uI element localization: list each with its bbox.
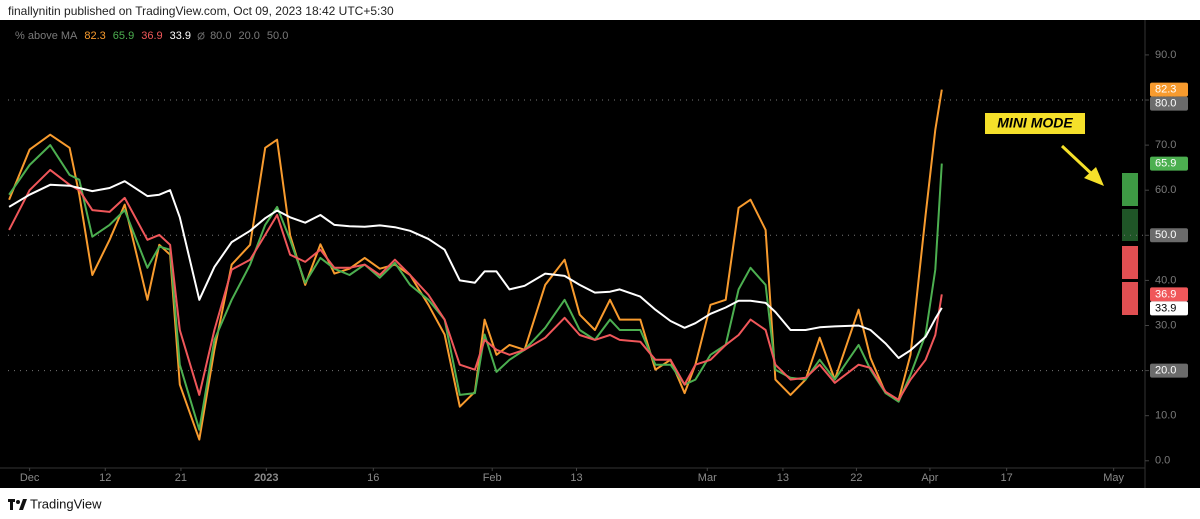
y-tick-label: 90.0 [1155, 49, 1176, 61]
value-badge [1150, 228, 1188, 243]
value-badge-label: 50.0 [1155, 229, 1176, 241]
annotation-box [985, 113, 1085, 134]
mini-bars [1122, 173, 1138, 315]
y-tick-label: 60.0 [1155, 184, 1176, 196]
x-tick-label: 21 [175, 472, 187, 484]
legend-icon [197, 31, 205, 41]
value-badge-label: 20.0 [1155, 364, 1176, 376]
legend-level: 80.0 [210, 30, 231, 42]
x-tick-label: 2023 [254, 472, 278, 484]
x-tick-label: 22 [850, 472, 862, 484]
y-tick-label: 40.0 [1155, 274, 1176, 286]
x-tick-label: 13 [777, 472, 789, 484]
legend-icon [197, 32, 205, 40]
x-tick-label: Feb [483, 472, 502, 484]
legend-level: 50.0 [267, 30, 288, 42]
x-tick-label: 13 [570, 472, 582, 484]
x-tick-label: Mar [698, 472, 717, 484]
value-badge [1150, 301, 1188, 316]
value-badge-label: 80.0 [1155, 98, 1176, 110]
x-tick-label: May [1103, 472, 1124, 484]
x-tick-label: Apr [921, 472, 938, 484]
mini-bar [1122, 246, 1138, 279]
y-tick-label: 10.0 [1155, 410, 1176, 422]
legend-level: 20.0 [238, 30, 259, 42]
mini-bar [1122, 209, 1138, 241]
value-badge-label: 65.9 [1155, 158, 1176, 170]
annotation: MINI MODE [997, 115, 1073, 131]
series-line [8, 89, 943, 441]
legend-title: % above MA [15, 30, 78, 42]
chart-area [0, 20, 1200, 488]
logo-part [16, 500, 20, 504]
value-badge-label: 33.9 [1155, 302, 1176, 314]
header: finallynitin published on TradingView.co… [8, 4, 394, 18]
y-tick-label: 0.0 [1155, 455, 1170, 467]
legend-value: 82.3 [84, 30, 105, 42]
footer-logo [8, 499, 27, 510]
x-tick-label: 17 [1001, 472, 1013, 484]
arrow [1060, 144, 1104, 186]
legend-value: 65.9 [113, 30, 134, 42]
mini-bar [1122, 173, 1138, 206]
value-badge-label: 82.3 [1155, 84, 1176, 96]
value-badge [1150, 156, 1188, 171]
value-badge [1150, 96, 1188, 111]
y-tick-label: 30.0 [1155, 319, 1176, 331]
x-tick-label: 16 [367, 472, 379, 484]
value-badge [1150, 82, 1188, 97]
y-tick-label: 70.0 [1155, 139, 1176, 151]
legend-value: 33.9 [170, 30, 191, 42]
x-tick-label: Dec [20, 472, 40, 484]
value-badge [1150, 287, 1188, 302]
value-badge-label: 36.9 [1155, 288, 1176, 300]
legend-value: 36.9 [141, 30, 162, 42]
series-line [8, 180, 943, 359]
logo-part [10, 499, 13, 510]
footer: TradingView [30, 496, 102, 511]
x-tick-label: 12 [99, 472, 111, 484]
value-badge [1150, 363, 1188, 378]
series-line [8, 168, 943, 401]
arrow-line [1060, 144, 1096, 178]
arrow-head [1084, 167, 1104, 186]
mini-bar [1122, 282, 1138, 315]
logo-part [19, 499, 27, 510]
